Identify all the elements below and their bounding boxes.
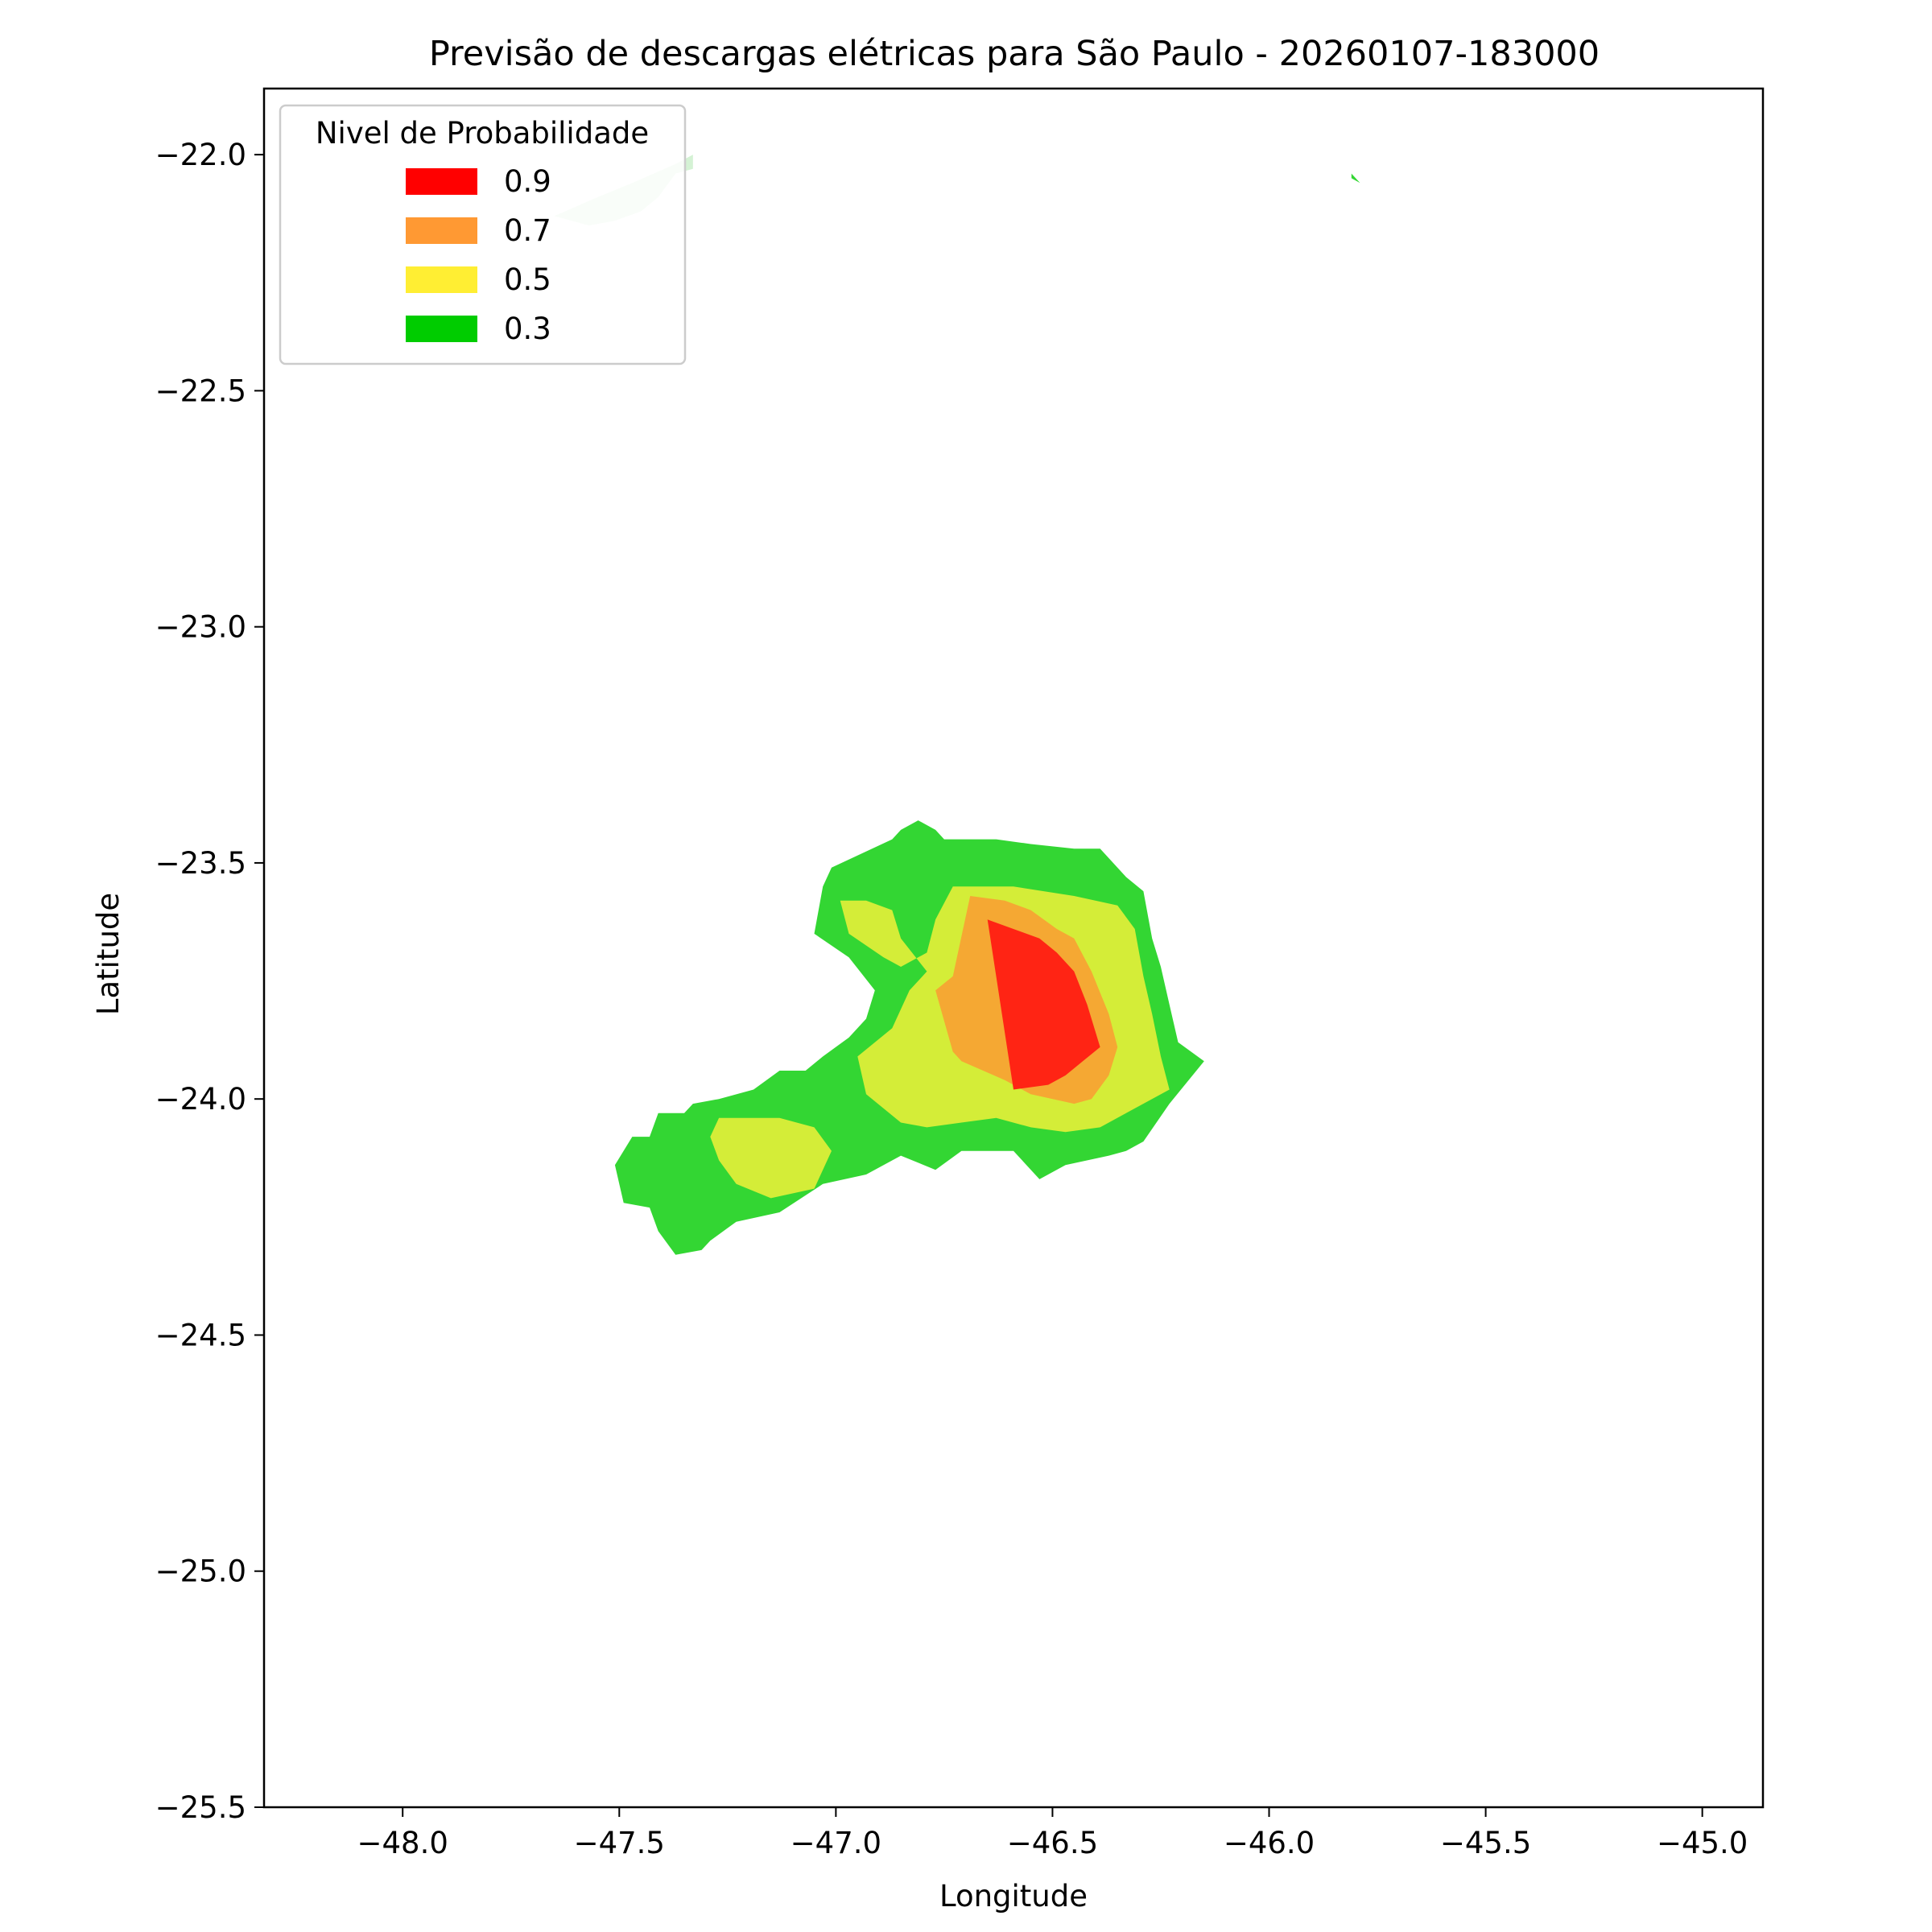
x-tick-label: −47.5 [574,1826,665,1860]
legend-swatch [406,266,477,293]
legend-swatch [406,168,477,195]
legend: Nivel de Probabilidade 0.9 0.7 0.5 0.3 [279,104,687,365]
legend-box [279,104,687,365]
x-axis-ticks: −48.0 −47.5 −47.0 −46.5 −46.0 −45.5 −45.0 [357,1807,1748,1860]
y-axis-ticks: −22.0 −22.5 −23.0 −23.5 −24.0 −24.5 −25.0 −25.5 [155,138,264,1825]
y-tick-label: −22.5 [155,374,246,408]
plot-frame [262,87,1765,1809]
legend-swatch [406,316,477,342]
contour-09-main-cell [987,919,1100,1090]
probability-contours [554,155,1360,1255]
x-tick-label: −45.5 [1440,1826,1531,1860]
x-tick-label: −47.0 [791,1826,881,1860]
x-axis-label: Longitude [939,1879,1088,1913]
legend-title: Nivel de Probabilidade [316,116,649,151]
x-tick-label: −45.0 [1657,1826,1748,1860]
legend-label: 0.7 [504,213,551,248]
contour-05-west-cell [710,1117,832,1199]
legend-swatch [406,217,477,244]
legend-label: 0.9 [504,164,551,199]
y-tick-label: −24.5 [155,1318,246,1352]
chart-title: Previsão de descargas elétricas para São… [429,34,1600,74]
x-tick-label: −48.0 [357,1826,448,1860]
x-tick-label: −46.0 [1224,1826,1315,1860]
y-tick-label: −23.0 [155,610,246,645]
legend-label: 0.5 [504,262,551,297]
y-tick-label: −23.5 [155,846,246,881]
y-tick-label: −25.0 [155,1554,246,1589]
legend-entries: 0.9 0.7 0.5 0.3 [406,164,551,346]
y-tick-label: −25.5 [155,1790,246,1825]
y-tick-label: −24.0 [155,1082,246,1117]
y-axis-label: Latitude [91,893,126,1015]
contour-03-northeast-cell [1351,173,1360,184]
legend-label: 0.3 [504,312,551,346]
y-tick-label: −22.0 [155,138,246,172]
x-tick-label: −46.5 [1007,1826,1098,1860]
